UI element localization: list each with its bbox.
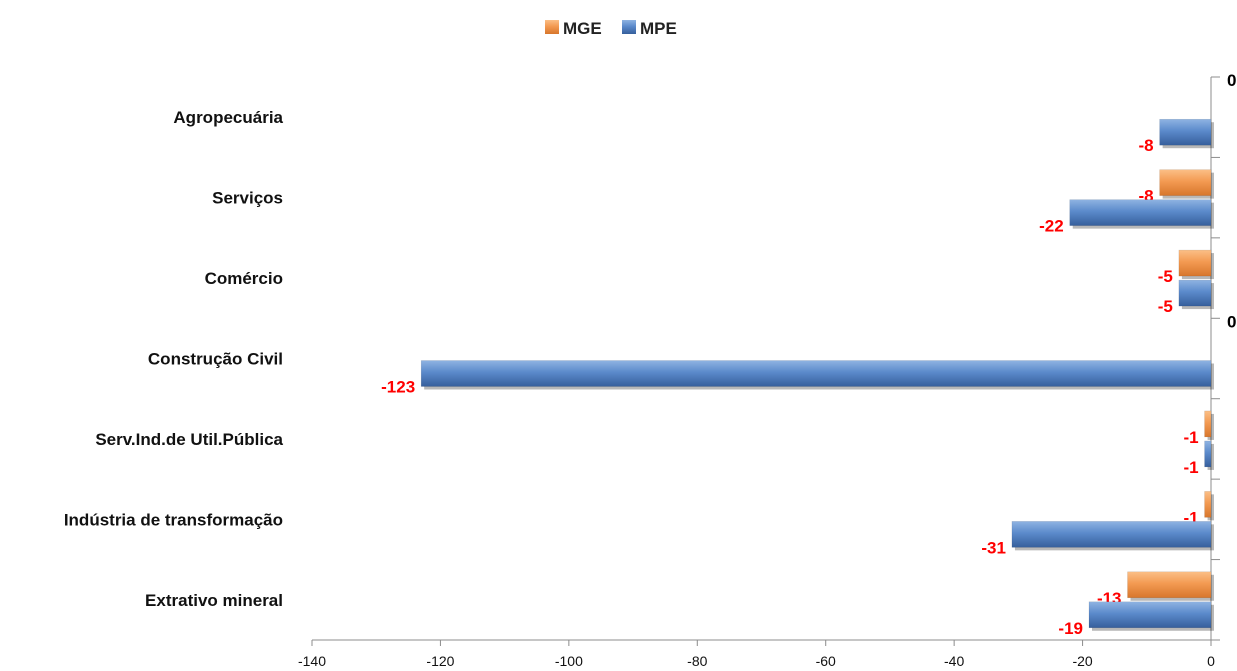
data-label-mpe: -1 xyxy=(1183,458,1198,477)
x-tick-label: -100 xyxy=(555,653,583,669)
category-label: Serv.Ind.de Util.Pública xyxy=(95,430,283,449)
bar-mge xyxy=(1204,410,1212,438)
x-tick-label: -80 xyxy=(687,653,707,669)
legend-swatch-mpe xyxy=(622,20,636,34)
bar-mge xyxy=(1159,169,1212,196)
data-label-mge: -5 xyxy=(1158,267,1173,286)
bar-mpe xyxy=(1159,118,1212,146)
plot-area: -140 -120 -100 -80 -60 -40 -20 0Agropecuária0-8… xyxy=(64,71,1237,669)
data-label-mpe: -19 xyxy=(1058,619,1083,638)
bar-mpe xyxy=(1178,279,1212,307)
category-label: Serviços xyxy=(212,189,283,208)
legend-label-mge: MGE xyxy=(563,19,602,38)
data-label-mpe: -123 xyxy=(381,378,415,397)
category-label: Indústria de transformação xyxy=(64,510,283,529)
bar-mpe xyxy=(1204,440,1212,468)
x-tick-label: -120 xyxy=(426,653,454,669)
data-label-mpe: -8 xyxy=(1139,136,1154,155)
data-label-mpe: -5 xyxy=(1158,297,1173,316)
x-tick-label: -20 xyxy=(1072,653,1092,669)
bar-mpe xyxy=(1088,601,1212,629)
category-label: Construção Civil xyxy=(148,350,283,369)
x-tick-label: -140 xyxy=(298,653,326,669)
data-label-mpe: -31 xyxy=(981,538,1006,557)
data-label-mpe: -22 xyxy=(1039,217,1064,236)
bar-mge xyxy=(1178,249,1212,277)
x-tick-label: -40 xyxy=(944,653,964,669)
data-label-mge: -1 xyxy=(1183,428,1198,447)
legend: MGE MPE xyxy=(545,19,677,38)
legend-label-mpe: MPE xyxy=(640,19,677,38)
x-tick-label: 0 xyxy=(1207,653,1215,669)
x-tick-label: -60 xyxy=(816,653,836,669)
legend-swatch-mge xyxy=(545,20,559,34)
bar-mpe xyxy=(1069,199,1212,226)
bar-mpe xyxy=(420,360,1212,387)
category-label: Agropecuária xyxy=(173,108,283,127)
data-label-mge: 0 xyxy=(1227,71,1236,90)
category-label: Extrativo mineral xyxy=(145,591,283,610)
category-label: Comércio xyxy=(205,269,283,288)
bar-mge xyxy=(1127,571,1212,599)
bar-mge xyxy=(1204,491,1212,518)
data-label-mge: 0 xyxy=(1227,313,1236,332)
bar-mpe xyxy=(1011,521,1212,548)
